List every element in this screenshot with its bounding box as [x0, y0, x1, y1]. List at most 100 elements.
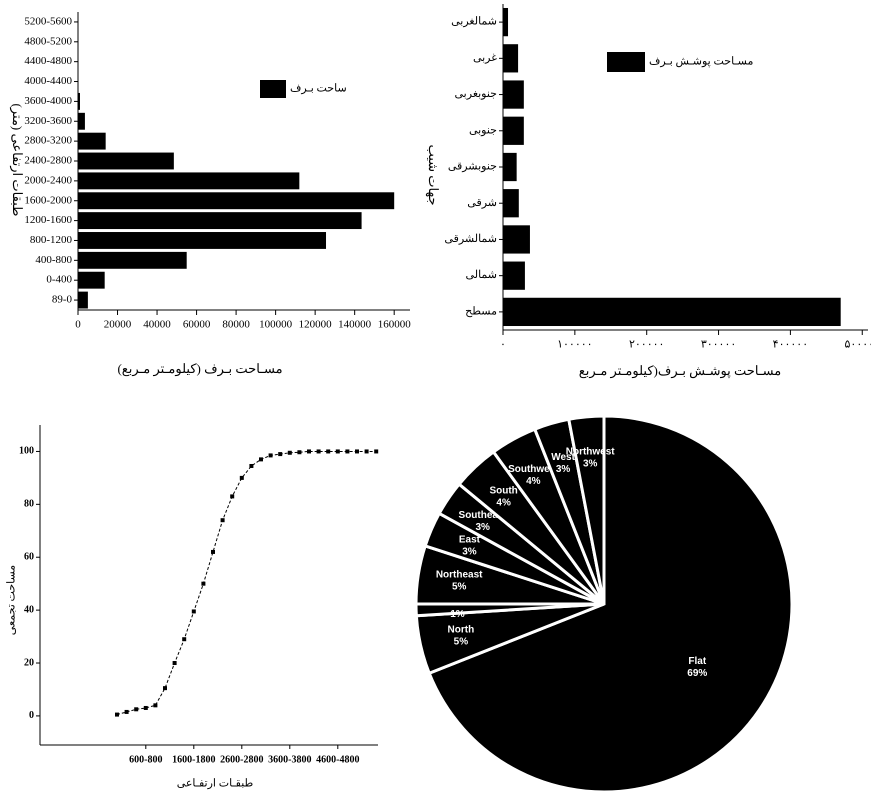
bar: [503, 80, 524, 109]
bar: [503, 7, 509, 37]
slice-label: South: [489, 486, 517, 497]
marker: [182, 637, 187, 642]
bar: [78, 152, 174, 170]
slice-label: North: [448, 625, 475, 636]
marker: [307, 449, 311, 454]
legend-label: مسـاحت پوشـش بـرف: [649, 56, 753, 68]
x-tick-label: ۱۰۰۰۰۰: [557, 339, 592, 351]
x-tick-label: 140000: [338, 319, 372, 331]
marker: [124, 709, 129, 714]
bar: [78, 212, 362, 230]
x-tick-label: 40000: [143, 319, 171, 331]
y-tick-label: 2800-3200: [24, 135, 72, 147]
x-tick-label: 160000: [378, 319, 412, 331]
bar: [78, 132, 106, 150]
marker: [316, 449, 321, 454]
x-tick-label: 600-800: [129, 754, 162, 765]
y-axis-label: جهات شیب: [425, 144, 441, 205]
y-tick-label: شمالشرقی: [444, 233, 497, 245]
x-axis-label: مسـاحت پوشـش بـرف(کیلومـتر مـربع: [579, 363, 781, 379]
bar-chart: ۰ ۱۰۰۰۰۰ ۲۰۰۰۰۰ ۳۰۰۰۰۰ ۴۰۰۰۰۰ ۵۰۰۰۰۰ مسـاحت پو…: [425, 4, 871, 379]
marker: [134, 707, 139, 712]
slice-value: 5%: [452, 582, 467, 593]
x-axis-label: (مسـاحت بـرف (کیلومـتر مـربع: [117, 361, 282, 377]
slice-value: 3%: [462, 546, 477, 557]
slice-value: 4%: [496, 498, 511, 509]
marker: [230, 494, 235, 499]
y-tick-label: 20: [24, 657, 34, 668]
bar: [503, 152, 517, 182]
pie-slice: [427, 414, 794, 791]
slice-label: West: [551, 452, 575, 463]
bar: [78, 271, 105, 289]
y-tick-label: شرقی: [467, 197, 497, 209]
y-tick-label: غربی: [473, 52, 497, 64]
y-tick-label: 3200-3600: [24, 115, 72, 127]
x-tick-label: 1600-1800: [172, 754, 215, 765]
marker: [153, 703, 158, 708]
slice-label: Northeast: [436, 570, 483, 581]
y-tick-label: مسطح: [465, 305, 497, 317]
y-tick-label: 2000-2400: [24, 174, 72, 186]
legend-swatch: [607, 52, 645, 72]
slice-value: 4%: [526, 476, 541, 487]
bar: [78, 112, 85, 130]
marker: [201, 581, 206, 586]
x-tick-label: 4600-4800: [316, 754, 359, 765]
y-tick-label: 100: [19, 446, 34, 457]
marker: [268, 453, 273, 458]
marker: [191, 609, 196, 614]
pie-chart: Flat69%North5%North1%Northeast5%East3%So…: [414, 414, 794, 791]
slice-value: 1%: [450, 609, 465, 620]
bar: [503, 44, 519, 73]
marker: [163, 686, 167, 691]
x-tick-label: 100000: [259, 319, 293, 331]
y-tick-label: جنوبی: [469, 124, 497, 136]
bar: [503, 189, 519, 218]
marker: [326, 449, 331, 454]
y-tick-label: شمالغربی: [451, 16, 497, 28]
y-tick-label: 40: [24, 604, 34, 615]
marker: [374, 449, 379, 454]
marker: [249, 463, 254, 468]
y-tick-label: 1200-1600: [24, 214, 72, 226]
y-tick-label: 800-1200: [30, 234, 73, 246]
y-axis-label: مساحت تجمعی: [6, 565, 18, 636]
marker: [335, 449, 340, 454]
y-tick-label: جنوبغربی: [455, 88, 497, 100]
marker: [345, 449, 350, 454]
pie-slice: [567, 414, 606, 605]
y-tick-label: جنوبشرقی: [448, 161, 497, 173]
y-tick-label: 4000-4400: [24, 75, 72, 87]
slice-value: 3%: [583, 459, 598, 470]
slice-value: 5%: [454, 637, 469, 648]
bar: [78, 92, 80, 110]
slice-value: 3%: [556, 464, 571, 475]
y-tick-label: 60: [24, 552, 34, 563]
bar: [78, 291, 88, 309]
slice-value: 3%: [475, 522, 490, 533]
x-tick-label: 60000: [183, 319, 211, 331]
x-tick-label: ۳۰۰۰۰۰: [701, 339, 736, 351]
x-axis-label: طبقـات ارتفـاعی: [177, 778, 254, 790]
y-tick-label: 80: [24, 499, 34, 510]
slice-value: 69%: [687, 668, 707, 679]
bar: [503, 297, 841, 327]
y-tick-label: 1600-2000: [24, 194, 72, 206]
legend-swatch: [260, 80, 286, 98]
bar: [78, 192, 395, 210]
y-tick-label: 4800-5200: [24, 35, 72, 47]
y-tick-label: 4400-4800: [24, 55, 72, 67]
slice-label: Northwest: [566, 447, 616, 458]
legend-label: ساحت بـرف: [290, 83, 347, 95]
marker: [297, 450, 302, 455]
x-tick-label: ۴۰۰۰۰۰: [773, 339, 808, 351]
bar: [503, 225, 530, 254]
marker: [172, 661, 177, 666]
marker: [259, 457, 263, 462]
marker: [278, 452, 283, 457]
marker: [143, 705, 148, 710]
y-tick-label: 89-0: [52, 294, 73, 306]
marker: [239, 475, 244, 480]
